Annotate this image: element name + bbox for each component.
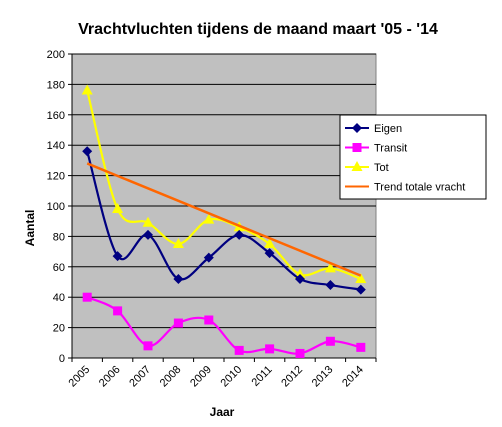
y-tick-label: 200: [47, 49, 65, 61]
x-tick-label: 2008: [158, 364, 184, 390]
y-tick-label: 40: [53, 292, 65, 304]
legend: Eigen Transit Tot Trend totale vracht: [339, 114, 487, 200]
chart-title: Vrachtvluchten tijdens de maand maart '0…: [78, 21, 438, 38]
data-point-eigen: [264, 248, 275, 259]
series-trend-totale-vracht: [86, 162, 362, 277]
data-point-transit: [234, 345, 244, 355]
data-point-transit: [173, 318, 183, 328]
legend-swatch-marker: [351, 161, 363, 171]
legend-label: Transit: [374, 143, 407, 155]
data-point-transit: [265, 344, 275, 354]
legend-label: Trend totale vracht: [374, 182, 465, 194]
data-point-transit: [356, 342, 366, 352]
data-point-tot: [355, 272, 367, 283]
legend-item-trend-totale-vracht: Trend totale vracht: [345, 182, 465, 194]
data-point-eigen: [173, 273, 184, 284]
y-axis-title: Aantal: [23, 210, 37, 247]
series-line-eigen: [86, 150, 361, 291]
data-point-tot: [264, 238, 276, 248]
x-tick-label: 2010: [219, 364, 245, 390]
data-point-tot: [294, 268, 306, 279]
data-point-transit: [295, 348, 305, 358]
series-line-transit: [86, 296, 362, 355]
x-tick-label: 2005: [67, 364, 93, 390]
x-axis-title: Jaar: [210, 405, 235, 419]
data-point-tot: [81, 84, 93, 95]
data-point-tot: [324, 262, 336, 273]
series-eigen: [82, 146, 366, 295]
data-point-transit: [143, 341, 153, 351]
series-tot: [81, 84, 367, 283]
y-tick-label: 180: [47, 79, 65, 91]
x-tick-label: 2006: [97, 364, 123, 390]
data-point-tot: [203, 213, 215, 224]
x-tick-label: 2007: [127, 364, 153, 390]
x-tick-label: 2009: [188, 364, 214, 390]
data-point-transit: [113, 306, 123, 316]
legend-item-tot: Tot: [345, 161, 389, 174]
data-point-tot: [142, 216, 154, 227]
x-tick-label: 2014: [340, 364, 366, 390]
data-point-eigen: [325, 280, 336, 291]
y-tick-label: 120: [47, 171, 65, 183]
legend-item-transit: Transit: [345, 143, 407, 155]
data-point-eigen: [295, 273, 305, 284]
data-point-transit: [204, 315, 214, 325]
y-tick-label: 0: [59, 353, 65, 365]
legend-swatch-marker: [352, 143, 362, 152]
trend-line: [86, 162, 362, 277]
legend-label: Tot: [374, 162, 389, 174]
legend-items: Eigen Transit Tot Trend totale vracht: [345, 123, 465, 194]
y-tick-label: 20: [53, 323, 65, 335]
data-point-eigen: [112, 251, 123, 262]
data-point-eigen: [203, 252, 214, 263]
x-tick-label: 2012: [279, 364, 305, 390]
data-point-eigen: [82, 146, 93, 157]
y-tick-label: 100: [47, 201, 65, 213]
series-line-tot: [86, 90, 362, 280]
data-point-eigen: [234, 229, 245, 240]
x-axis-ticks: 2005 2006 2007 2008 2009 2010 2011 2012 2013 2014: [67, 358, 377, 390]
legend-item-eigen: Eigen: [345, 123, 402, 135]
series-group: [81, 84, 367, 358]
y-tick-label: 160: [47, 110, 65, 122]
data-point-eigen: [143, 229, 153, 240]
data-point-transit: [82, 292, 92, 302]
series-transit: [82, 292, 366, 358]
data-point-tot: [112, 203, 124, 214]
data-point-eigen: [355, 284, 366, 295]
y-tick-label: 60: [53, 262, 65, 274]
x-tick-label: 2013: [310, 364, 336, 390]
legend-label: Eigen: [374, 123, 402, 135]
y-tick-label: 80: [53, 231, 65, 243]
data-point-tot: [172, 238, 184, 248]
data-point-transit: [325, 336, 335, 346]
x-tick-label: 2011: [250, 364, 275, 389]
legend-swatch-marker: [352, 123, 362, 133]
y-tick-label: 140: [47, 140, 65, 152]
